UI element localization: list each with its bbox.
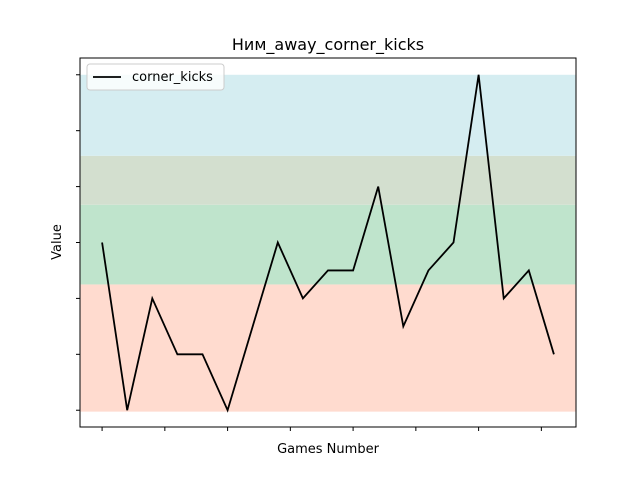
band-2 (80, 155, 576, 205)
band-0 (80, 284, 576, 412)
chart-title: Ним_away_corner_kicks (232, 35, 424, 55)
x-axis-label: Games Number (277, 442, 379, 457)
y-axis-label: Value (50, 224, 65, 260)
legend: corner_kicks (86, 63, 225, 91)
legend-label: corner_kicks (132, 70, 213, 85)
axis-ticks (76, 74, 542, 431)
background-bands (80, 74, 576, 412)
series-layer (101, 74, 555, 413)
legend-box (86, 63, 225, 91)
